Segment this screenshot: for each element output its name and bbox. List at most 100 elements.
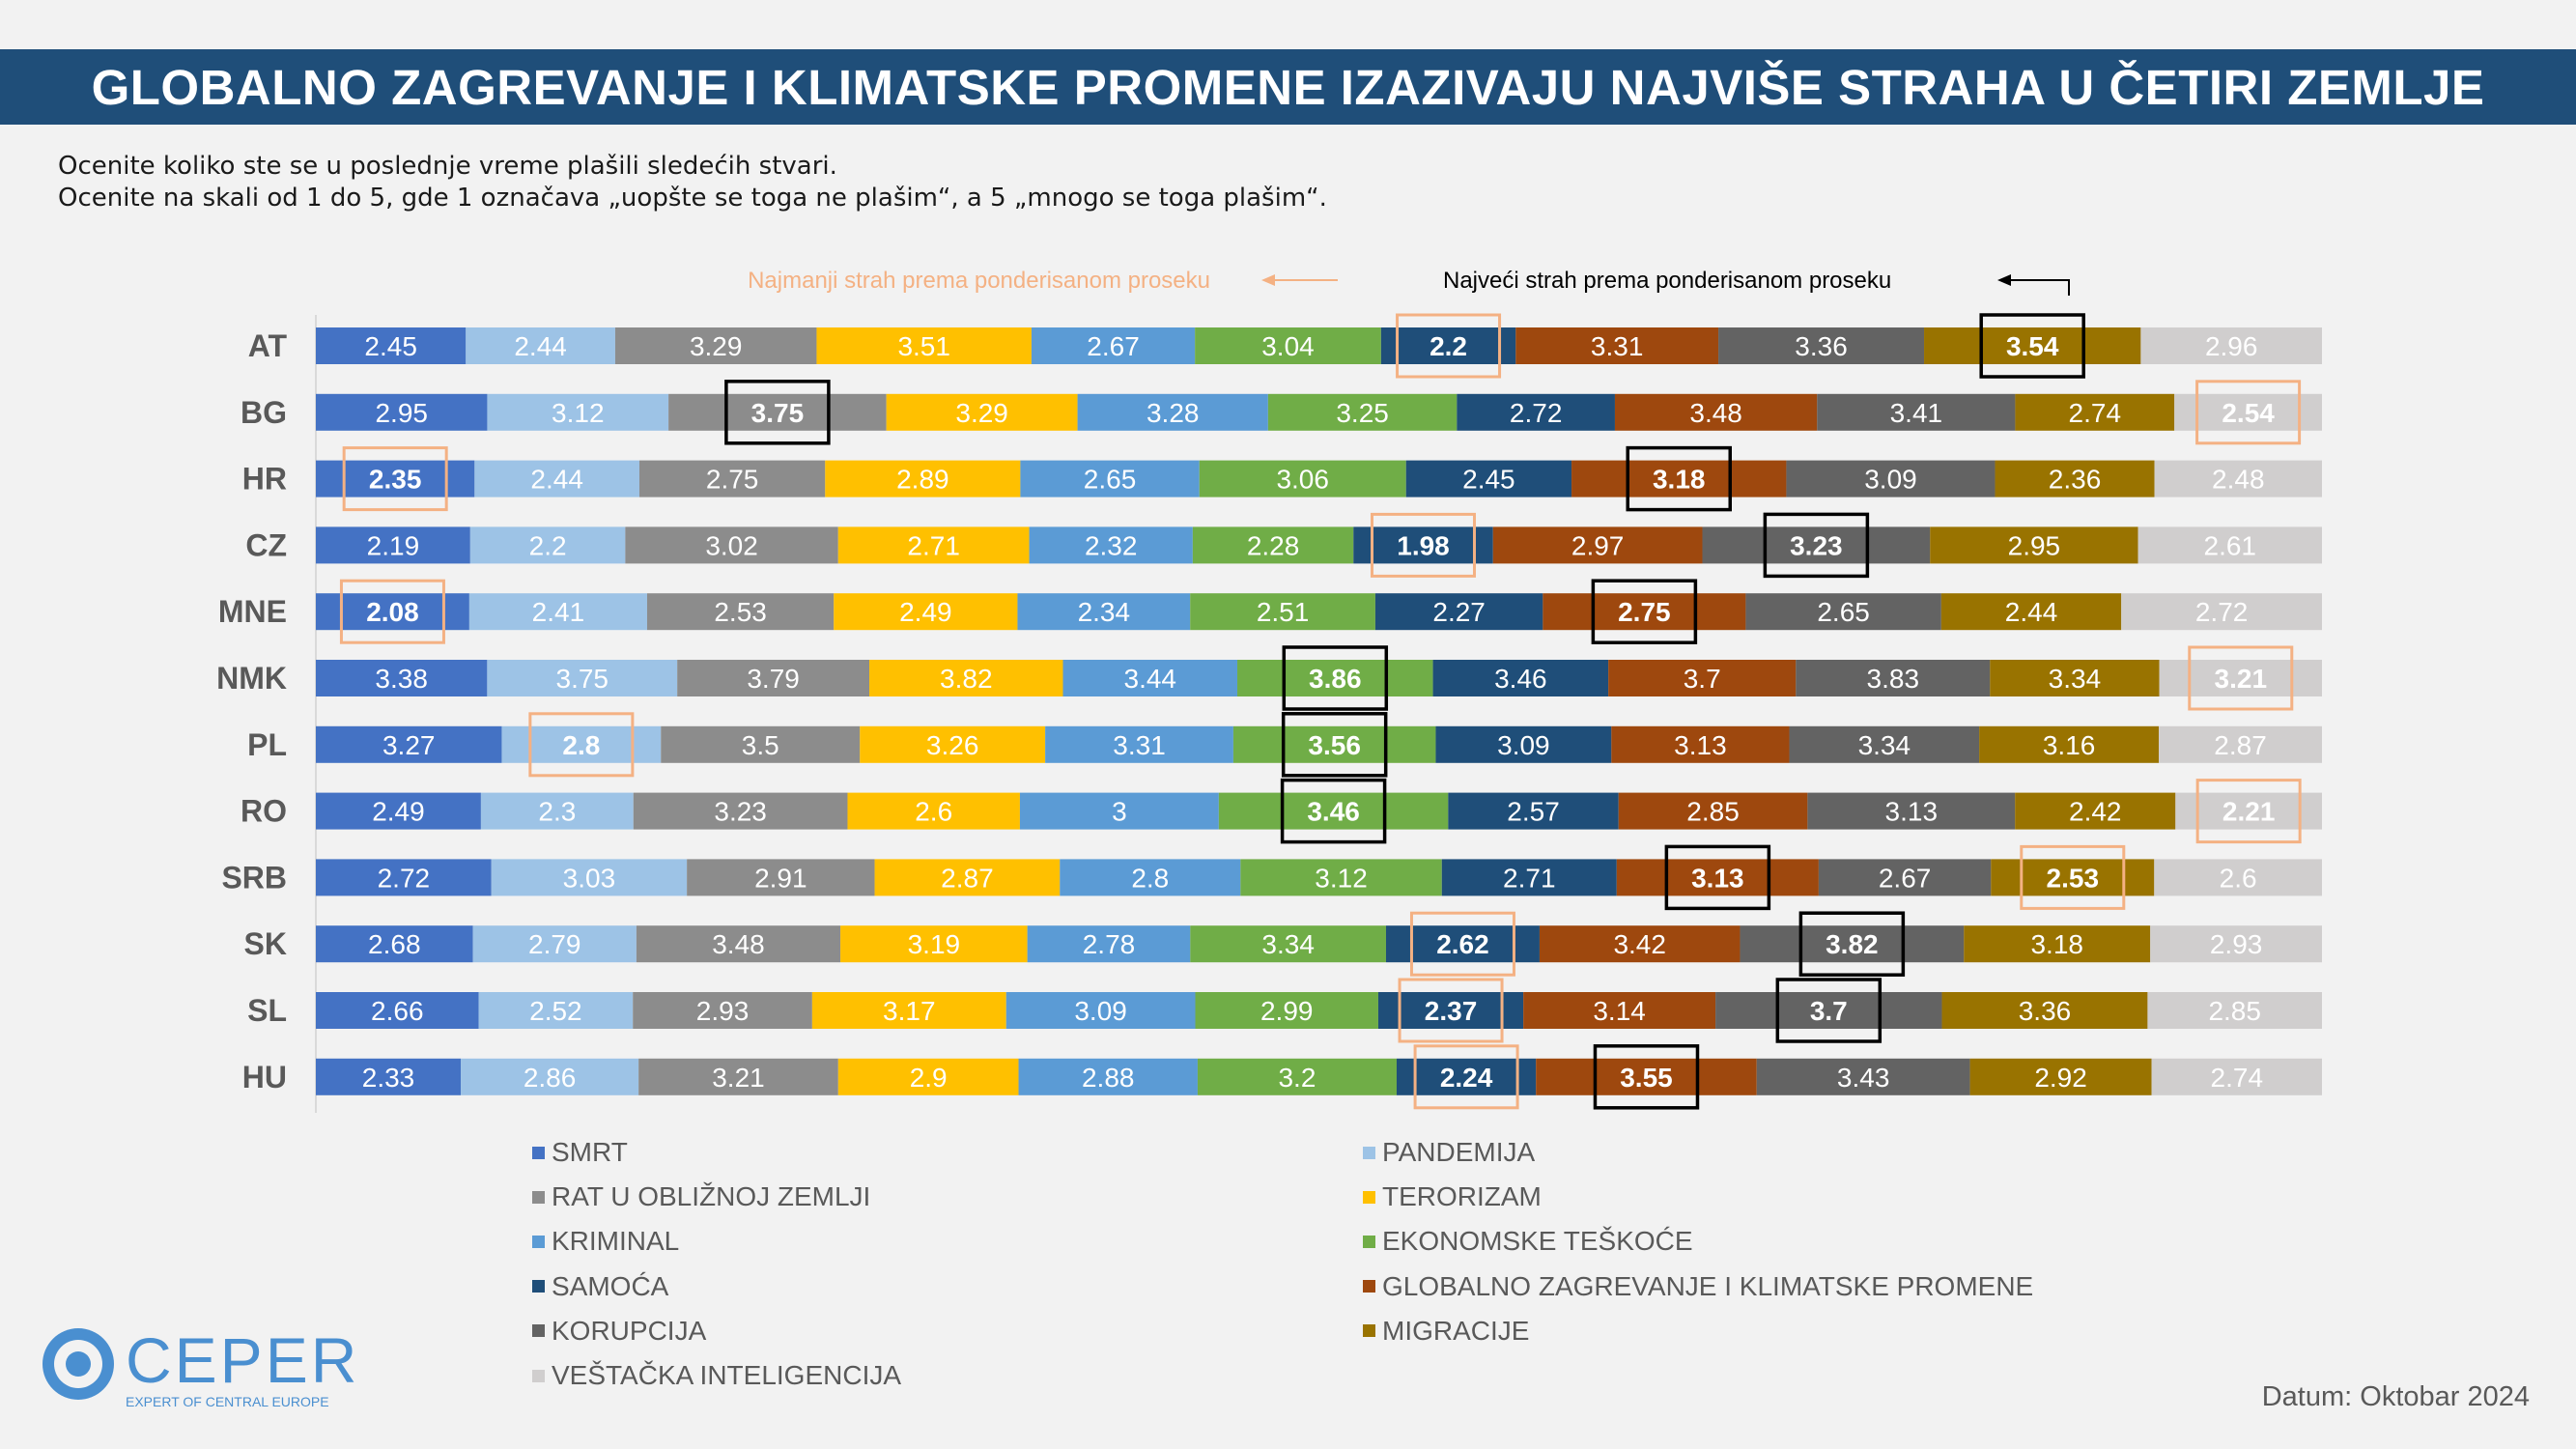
data-label-sl-korupcija: 3.7 (1810, 996, 1848, 1026)
bar-bg-vestacka-inteligencija (2174, 393, 2322, 431)
data-label-bg-korupcija: 3.41 (1890, 398, 1943, 428)
bar-pl-pandemija (501, 725, 662, 763)
bar-srb-globalno-zagrevanje-i-klimatske-promene (1616, 859, 1819, 896)
bar-sl-ekonomske-teskoce (1195, 992, 1378, 1029)
annotation-min-label: Najmanji strah prema ponderisanom prosek… (748, 268, 1210, 294)
data-label-sk-pandemija: 2.79 (528, 929, 581, 959)
data-label-bg-migracije: 2.74 (2069, 398, 2122, 428)
bar-hr-terorizam (825, 460, 1021, 497)
bar-sk-vestacka-inteligencija (2150, 925, 2322, 963)
data-label-ro-smrt: 2.49 (372, 797, 425, 827)
legend-label: SMRT (552, 1137, 628, 1167)
bar-hr-smrt (316, 460, 475, 497)
data-label-hu-vestacka-inteligencija: 2.74 (2211, 1063, 2264, 1093)
data-label-cz-migracije: 2.95 (2008, 530, 2061, 560)
bar-bg-korupcija (1817, 393, 2016, 431)
data-label-at-korupcija: 3.36 (1795, 331, 1848, 361)
title-bar: GLOBALNO ZAGREVANJE I KLIMATSKE PROMENE … (0, 49, 2576, 125)
data-label-cz-globalno-zagrevanje-i-klimatske-promene: 2.97 (1571, 530, 1625, 560)
data-label-sk-rat-u-obliznoj-zemlji: 3.48 (712, 929, 765, 959)
min-highlight-box-sk (1409, 911, 1515, 977)
bar-at-samoca (1380, 327, 1516, 364)
data-label-mne-ekonomske-teskoce: 2.51 (1257, 597, 1310, 627)
bar-at-migracije (1924, 327, 2141, 364)
data-label-cz-korupcija: 3.23 (1790, 530, 1843, 560)
data-label-sl-ekonomske-teskoce: 2.99 (1260, 996, 1314, 1026)
data-label-srb-pandemija: 3.03 (563, 863, 616, 893)
data-label-srb-samoca: 2.71 (1503, 863, 1556, 893)
bar-srb-samoca (1441, 859, 1617, 896)
data-label-ro-kriminal: 3 (1112, 797, 1127, 827)
bar-at-kriminal (1031, 327, 1196, 364)
subtitle-line-2: Ocenite na skali od 1 do 5, gde 1 označa… (58, 184, 1327, 213)
max-highlight-box-pl (1281, 712, 1388, 778)
max-highlight-box-sk (1798, 911, 1906, 977)
legend-item-vestacka-inteligencija: VEŠTAČKA INTELIGENCIJA (532, 1360, 901, 1391)
bar-cz-terorizam (837, 526, 1030, 564)
bar-pl-globalno-zagrevanje-i-klimatske-promene (1611, 725, 1790, 763)
data-label-pl-kriminal: 3.31 (1113, 730, 1166, 760)
data-label-hu-terorizam: 2.9 (910, 1063, 948, 1093)
data-label-hr-globalno-zagrevanje-i-klimatske-promene: 3.18 (1653, 465, 1706, 495)
min-highlight-box-at (1396, 313, 1502, 379)
annotation-max-arrow (2003, 279, 2070, 296)
data-label-bg-terorizam: 3.29 (955, 398, 1008, 428)
data-label-ro-terorizam: 2.6 (915, 797, 952, 827)
category-label-at: AT (248, 328, 288, 363)
bar-pl-samoca (1435, 725, 1612, 763)
category-label-sk: SK (244, 926, 287, 961)
bar-sk-ekonomske-teskoce (1190, 925, 1386, 963)
bar-hu-ekonomske-teskoce (1197, 1058, 1397, 1095)
annotation-max-label: Najveći strah prema ponderisanom proseku (1443, 268, 1891, 294)
data-label-srb-kriminal: 2.8 (1131, 863, 1169, 893)
min-highlight-box-sl (1398, 978, 1504, 1043)
bar-bg-rat-u-obliznoj-zemlji (668, 393, 887, 431)
min-highlight-box-hu (1413, 1044, 1519, 1110)
bar-hu-pandemija (461, 1058, 639, 1095)
data-label-sl-terorizam: 3.17 (883, 996, 936, 1026)
data-label-sk-samoca: 2.62 (1436, 929, 1489, 959)
bar-srb-terorizam (874, 859, 1061, 896)
legend-swatch (532, 1324, 545, 1338)
data-label-cz-ekonomske-teskoce: 2.28 (1247, 530, 1300, 560)
annotation-max-arrowhead (1997, 274, 2011, 286)
bar-hu-rat-u-obliznoj-zemlji (638, 1058, 838, 1095)
bar-srb-ekonomske-teskoce (1240, 859, 1442, 896)
data-label-at-pandemija: 2.44 (514, 331, 567, 361)
data-label-cz-pandemija: 2.2 (529, 530, 567, 560)
data-label-nmk-ekonomske-teskoce: 3.86 (1309, 664, 1362, 694)
category-label-bg: BG (241, 395, 287, 430)
legend-label: GLOBALNO ZAGREVANJE I KLIMATSKE PROMENE (1382, 1270, 2034, 1301)
max-highlight-box-cz (1763, 512, 1870, 579)
bar-series-group: AT 2.45 2.44 3.29 3.51 2.67 3.04 2.2 3.31 3.36 3.5… (216, 313, 2322, 1110)
data-label-pl-migracije: 3.16 (2043, 730, 2096, 760)
bar-nmk-samoca (1432, 660, 1609, 696)
bar-hr-korupcija (1786, 460, 1996, 497)
bar-mne-pandemija (468, 593, 647, 631)
data-label-at-globalno-zagrevanje-i-klimatske-promene: 3.31 (1591, 331, 1644, 361)
bar-cz-ekonomske-teskoce (1192, 526, 1354, 564)
data-label-bg-samoca: 2.72 (1510, 398, 1563, 428)
max-highlight-box-hr (1626, 445, 1732, 512)
bar-mne-terorizam (834, 593, 1018, 631)
data-label-nmk-pandemija: 3.75 (556, 664, 609, 694)
bar-sl-pandemija (478, 992, 634, 1029)
data-label-nmk-korupcija: 3.83 (1867, 664, 1920, 694)
data-label-cz-vestacka-inteligencija: 2.61 (2204, 530, 2257, 560)
data-label-sk-vestacka-inteligencija: 2.93 (2210, 929, 2263, 959)
bar-hr-migracije (1995, 460, 2155, 497)
data-label-sk-smrt: 2.68 (368, 929, 421, 959)
category-label-mne: MNE (218, 594, 287, 629)
data-label-sl-kriminal: 3.09 (1074, 996, 1127, 1026)
bar-cz-globalno-zagrevanje-i-klimatske-promene (1492, 526, 1703, 564)
max-highlight-box-srb (1664, 844, 1771, 911)
data-label-at-rat-u-obliznoj-zemlji: 3.29 (690, 331, 743, 361)
data-label-hu-rat-u-obliznoj-zemlji: 3.21 (712, 1063, 765, 1093)
stacked-bar-chart: Najmanji strah prema ponderisanom prosek… (216, 268, 2322, 1113)
max-highlight-box-hu (1593, 1044, 1700, 1110)
legend-swatch (532, 1235, 545, 1248)
legend-label: KORUPCIJA (552, 1315, 707, 1346)
data-label-hr-kriminal: 2.65 (1084, 465, 1137, 495)
data-label-mne-samoca: 2.27 (1432, 597, 1486, 627)
bar-hu-samoca (1396, 1058, 1537, 1095)
